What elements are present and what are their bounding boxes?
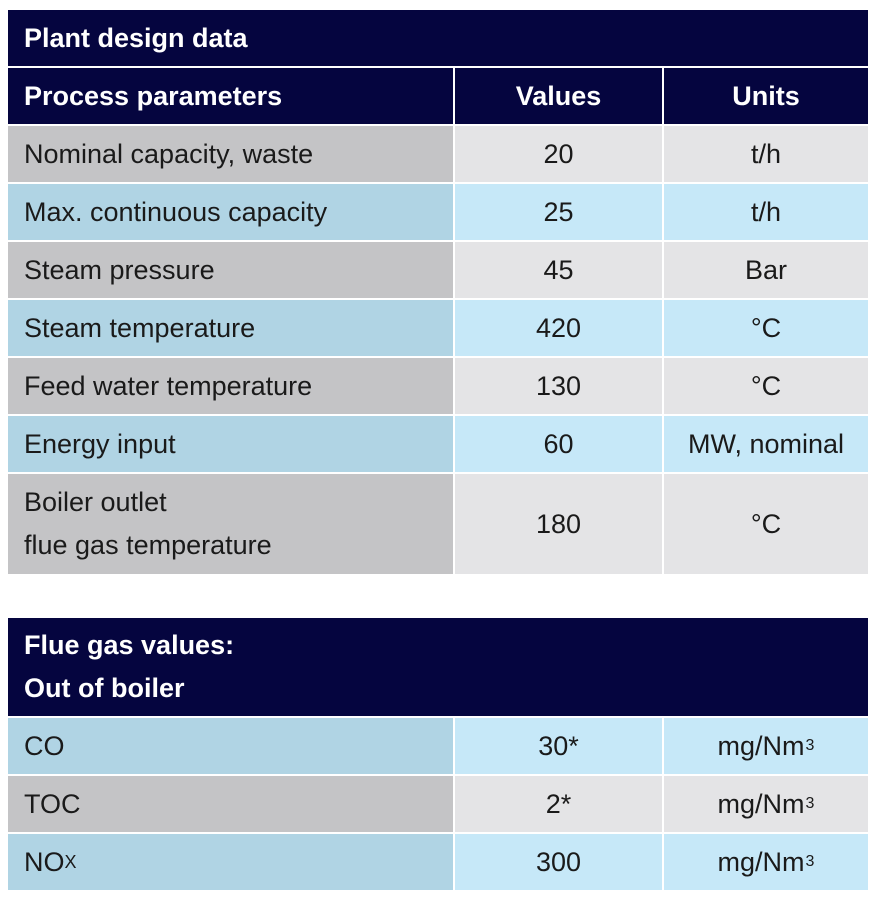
- title-line: Flue gas values:: [24, 630, 235, 660]
- unit-superscript: 3: [805, 853, 815, 870]
- header-units: Units: [664, 68, 868, 124]
- unit-cell: Bar: [664, 242, 868, 298]
- table-row: Max. continuous capacity 25 t/h: [8, 184, 868, 240]
- header-values: Values: [455, 68, 662, 124]
- unit-cell: MW, nominal: [664, 416, 868, 472]
- unit-cell: mg/Nm 3: [664, 776, 868, 832]
- parameter-text: NO: [24, 846, 65, 877]
- value-cell: 2*: [455, 776, 662, 832]
- parameter-cell: CO: [8, 718, 453, 774]
- table-row: NO X 300 mg/Nm 3: [8, 834, 868, 890]
- parameter-subscript: X: [64, 851, 77, 872]
- parameter-line: flue gas temperature: [24, 530, 272, 560]
- parameter-cell: Max. continuous capacity: [8, 184, 453, 240]
- unit-cell: mg/Nm 3: [664, 834, 868, 890]
- parameter-cell: Steam temperature: [8, 300, 453, 356]
- value-cell: 180: [455, 474, 662, 574]
- unit-text: mg/Nm: [717, 846, 805, 877]
- unit-superscript: 3: [805, 737, 815, 754]
- table-row: TOC 2* mg/Nm 3: [8, 776, 868, 832]
- value-cell: 25: [455, 184, 662, 240]
- unit-text: mg/Nm: [717, 788, 805, 819]
- value-cell: 420: [455, 300, 662, 356]
- unit-cell: °C: [664, 358, 868, 414]
- value-cell: 45: [455, 242, 662, 298]
- table-row: Nominal capacity, waste 20 t/h: [8, 126, 868, 182]
- plant-design-table: Plant design data Process parameters Val…: [8, 10, 868, 574]
- value-cell: 20: [455, 126, 662, 182]
- table-row: Steam temperature 420 °C: [8, 300, 868, 356]
- unit-cell: mg/Nm 3: [664, 718, 868, 774]
- parameter-cell: Feed water temperature: [8, 358, 453, 414]
- parameter-line: Boiler outlet: [24, 487, 167, 517]
- header-process-parameters: Process parameters: [8, 68, 453, 124]
- table-title: Plant design data: [8, 10, 868, 66]
- table-row: Boiler outlet flue gas temperature 180 °…: [8, 474, 868, 574]
- unit-cell: °C: [664, 300, 868, 356]
- table-title: Flue gas values: Out of boiler: [8, 618, 868, 716]
- unit-cell: °C: [664, 474, 868, 574]
- parameter-cell: Boiler outlet flue gas temperature: [8, 474, 453, 574]
- parameter-cell: Steam pressure: [8, 242, 453, 298]
- value-cell: 130: [455, 358, 662, 414]
- parameter-cell: Nominal capacity, waste: [8, 126, 453, 182]
- table-row: Feed water temperature 130 °C: [8, 358, 868, 414]
- table-header-row: Process parameters Values Units: [8, 68, 868, 124]
- table-row: CO 30* mg/Nm 3: [8, 718, 868, 774]
- table-row: Energy input 60 MW, nominal: [8, 416, 868, 472]
- unit-superscript: 3: [805, 795, 815, 812]
- value-cell: 30*: [455, 718, 662, 774]
- unit-cell: t/h: [664, 184, 868, 240]
- unit-cell: t/h: [664, 126, 868, 182]
- value-cell: 300: [455, 834, 662, 890]
- unit-text: mg/Nm: [717, 730, 805, 761]
- value-cell: 60: [455, 416, 662, 472]
- table-row: Steam pressure 45 Bar: [8, 242, 868, 298]
- parameter-cell: NO X: [8, 834, 453, 890]
- parameter-cell: TOC: [8, 776, 453, 832]
- title-line: Out of boiler: [24, 673, 185, 703]
- flue-gas-table: Flue gas values: Out of boiler CO 30* mg…: [8, 618, 868, 890]
- parameter-cell: Energy input: [8, 416, 453, 472]
